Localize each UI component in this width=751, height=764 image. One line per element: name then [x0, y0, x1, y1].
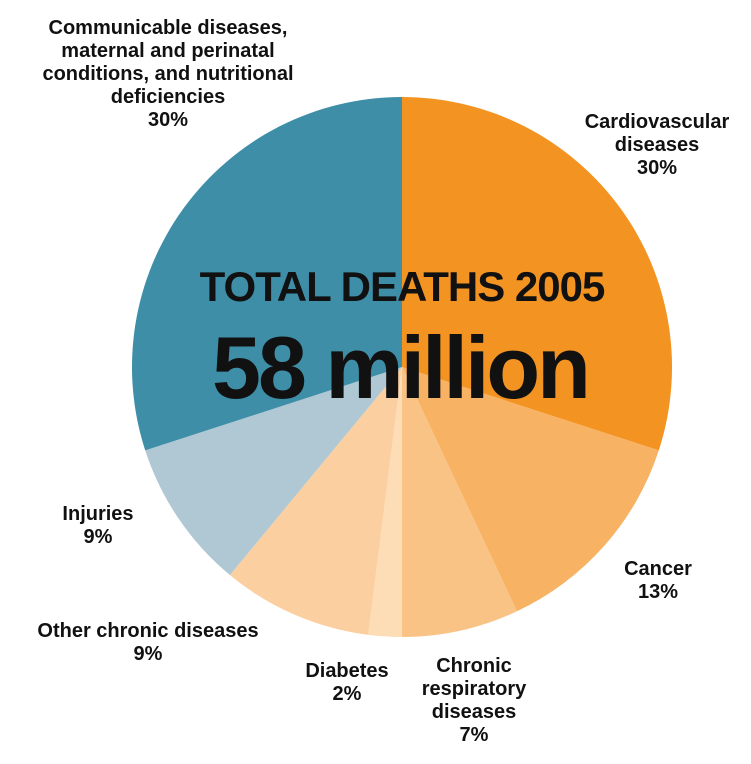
slice-label-line: diseases [432, 701, 517, 723]
slice-label: Other chronic diseases 9% [37, 620, 258, 665]
slice-label-line: Diabetes [305, 660, 388, 682]
slice-label-line: Communicable diseases, [49, 17, 288, 39]
slice-label-line: diseases [615, 134, 700, 156]
slice-label-line: 7% [460, 724, 489, 746]
slice-label-line: Injuries [62, 503, 133, 525]
slice-label-line: Chronic [436, 655, 512, 677]
center-total: 58 million [212, 318, 588, 417]
slice-label-line: 9% [134, 643, 163, 665]
slice-label-line: 30% [148, 109, 188, 131]
slice-label-line: 2% [333, 683, 362, 705]
slice-label-line: Cardiovascular [585, 111, 730, 133]
slice-label: Cardiovascular diseases 30% [585, 111, 730, 179]
slice-label: Injuries 9% [62, 503, 133, 548]
slice-label-line: 13% [638, 581, 678, 603]
pie-slice [368, 367, 402, 637]
slices-layer [131, 97, 673, 637]
slice-label-line: maternal and perinatal [61, 40, 274, 62]
center-label: TOTAL DEATHS 2005 58 million [200, 263, 606, 417]
pie-slice [402, 97, 673, 451]
slice-label-line: conditions, and nutritional [42, 63, 293, 85]
slice-label-line: 30% [637, 157, 677, 179]
slice-label-line: Cancer [624, 558, 692, 580]
pie-slice [145, 367, 402, 576]
center-title: TOTAL DEATHS 2005 [200, 263, 605, 310]
slice-label: Cancer 13% [624, 558, 692, 603]
pie-slice [402, 367, 659, 612]
slice-label-line: respiratory [422, 678, 527, 700]
slice-label: Chronic respiratory diseases 7% [422, 655, 527, 746]
slice-label: Communicable diseases, maternal and perin… [42, 17, 293, 131]
pie-slice [131, 97, 402, 451]
slice-label: Diabetes 2% [305, 660, 388, 705]
slice-label-line: 9% [84, 526, 113, 548]
pie-slice [402, 367, 517, 637]
labels-layer: Cardiovascular diseases 30%Cancer 13%Chroni… [37, 17, 729, 746]
slice-label-line: deficiencies [111, 86, 226, 108]
slice-label-line: Other chronic diseases [37, 620, 258, 642]
pie-slice [229, 367, 402, 635]
